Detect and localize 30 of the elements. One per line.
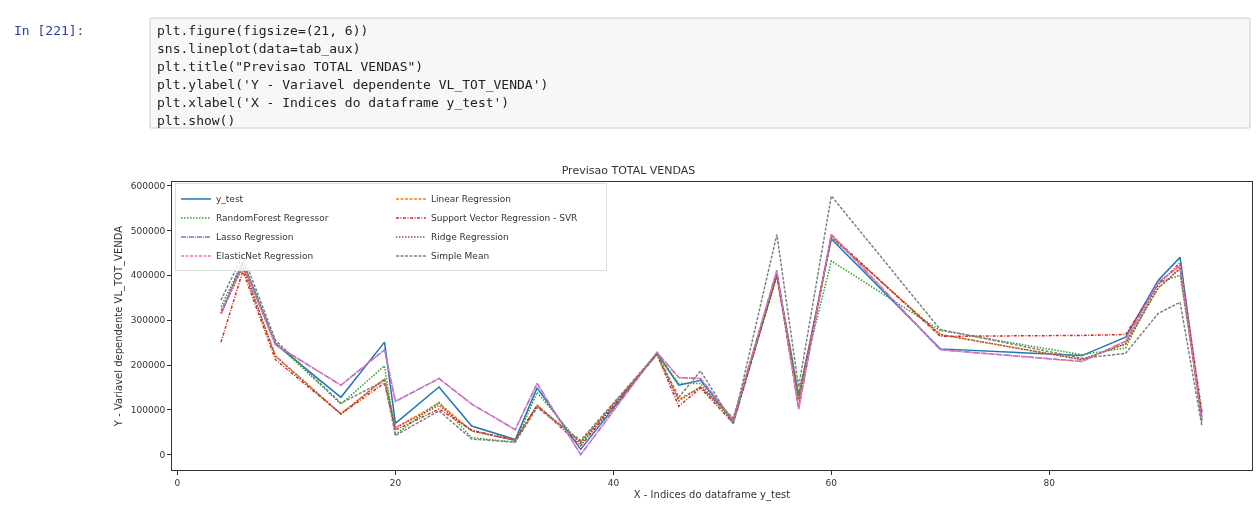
text: plt.title("Previsao TOTAL VENDAS") [157, 59, 424, 74]
x-tick-label: 0 [174, 477, 181, 488]
x-tick-label: 40 [607, 477, 620, 488]
chart-title: Previsao TOTAL VENDAS [561, 163, 696, 177]
legend-label: Linear Regression [431, 194, 512, 205]
legend-label: Ridge Regression [431, 232, 509, 243]
x-tick-label: 20 [389, 477, 402, 488]
y-tick-label: 200000 [130, 360, 166, 371]
legend-label: Support Vector Regression - SVR [431, 213, 578, 224]
y-tick-label: 0 [159, 449, 166, 460]
y-tick-label: 100000 [130, 405, 166, 416]
text: plt.show() [157, 113, 236, 128]
legend-label: Lasso Regression [216, 232, 294, 243]
y-axis-title: Y - Variavel dependente VL_TOT_VENDA [112, 225, 125, 428]
x-tick-label: 80 [1043, 477, 1056, 488]
text: In [221]: [14, 23, 85, 38]
text: plt.ylabel('Y - Variavel dependente VL_TOT_VENDA') [157, 77, 549, 92]
y-tick-label: 600000 [130, 180, 166, 191]
y-tick-label: 300000 [130, 315, 166, 326]
y-tick-label: 500000 [130, 225, 166, 236]
text: sns.lineplot(data=tab_aux) [157, 41, 361, 56]
y-tick-label: 400000 [130, 270, 166, 281]
text: plt.figure(figsize=(21, 6)) [157, 23, 369, 38]
legend-label: Simple Mean [431, 251, 490, 262]
legend-label: ElasticNet Regression [216, 251, 314, 262]
legend-label: RandomForest Regressor [216, 213, 329, 224]
x-axis-title: X - Indices do dataframe y_test [633, 489, 791, 502]
text: plt.xlabel('X - Indices do dataframe y_test') [157, 95, 510, 110]
x-tick-label: 60 [825, 477, 838, 488]
legend-label: y_test [216, 194, 244, 205]
